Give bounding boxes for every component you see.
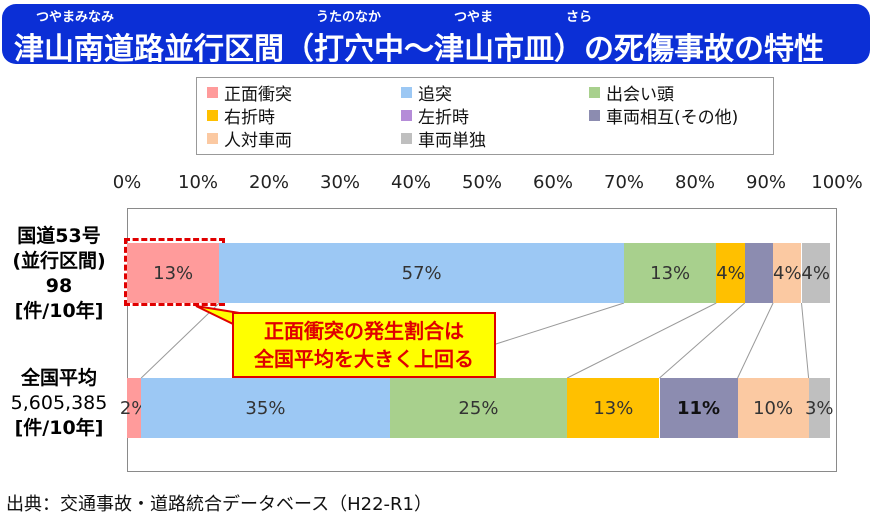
bar-segment: 13% (624, 243, 717, 303)
data-label: 4% (716, 262, 745, 284)
data-label: 4% (801, 262, 830, 284)
legend-item: 車両単独 (401, 127, 486, 151)
bar-segment: 4% (801, 243, 830, 303)
legend-label: 車両相互(その他) (606, 107, 739, 128)
data-label: 13% (650, 262, 691, 284)
legend-swatch (207, 132, 218, 144)
x-tick-label: 70% (603, 172, 645, 193)
category-label-line: 全国平均 (20, 367, 97, 389)
chart-title: 津山南道路並行区間（打穴中～津山市皿）の死傷事故の特性 (14, 32, 824, 67)
category-label-line: 5,605,385 (10, 392, 108, 414)
chart-legend: 正面衝突 追突 出会い頭右折時 左折時 車両相互(その他) 人対車両 車両単独 (196, 77, 774, 155)
title-ruby-3: つやま (454, 10, 494, 25)
legend-item: 車両相互(その他) (589, 104, 739, 128)
legend-swatch (207, 109, 218, 121)
annotation-callout: 正面衝突の発生割合は 全国平均を大きく上回る (232, 312, 496, 378)
series-connector (140, 302, 220, 379)
title-banner: つやまみなみ うたのなか つやま さら 津山南道路並行区間（打穴中～津山市皿）の… (2, 4, 870, 67)
title-ruby-4: さら (566, 10, 593, 25)
data-label: 35% (245, 397, 286, 419)
x-tick-label: 60% (532, 172, 574, 193)
data-label: 11% (677, 397, 721, 419)
bar-segment: 4% (773, 243, 802, 303)
legend-swatch (589, 109, 600, 121)
data-label: 4% (773, 262, 802, 284)
bar-segment: 25% (389, 378, 568, 438)
legend-label: 人対車両 (224, 130, 292, 151)
series-connector (659, 302, 746, 379)
bar-segment: 57% (219, 243, 624, 303)
legend-swatch (207, 86, 218, 98)
x-tick-label: 80% (674, 172, 716, 193)
bar-segment: 3% (805, 378, 834, 438)
category-label-line: (並行区間) (12, 250, 106, 272)
source-note: 出典：交通事故・道路統合データベース（H22-R1） (6, 494, 432, 515)
bar-segment: 2% (120, 378, 148, 438)
x-tick-label: 30% (319, 172, 361, 193)
annotation-line-1: 正面衝突の発生割合は (264, 319, 464, 343)
legend-item: 出会い頭 (589, 81, 674, 105)
title-ruby-1: つやまみなみ (36, 10, 115, 25)
legend-label: 左折時 (418, 107, 469, 128)
data-label: 10% (753, 397, 794, 419)
category-label-line: [件/10年] (14, 300, 104, 322)
category-label-line: 98 (45, 275, 73, 297)
bar-segment: 10% (737, 378, 809, 438)
legend-item: 人対車両 (207, 127, 292, 151)
bar-segment (744, 243, 774, 303)
category-label-line: 国道53号 (17, 225, 101, 247)
data-label: 25% (458, 397, 499, 419)
data-label: 13% (153, 262, 194, 284)
legend-item: 正面衝突 (207, 81, 292, 105)
x-tick-label: 50% (461, 172, 503, 193)
x-tick-label: 10% (177, 172, 219, 193)
legend-swatch (589, 86, 600, 98)
x-tick-label: 20% (248, 172, 290, 193)
legend-swatch (401, 132, 412, 144)
data-label: 3% (804, 397, 834, 419)
series-connector (801, 302, 810, 379)
legend-swatch (401, 86, 412, 98)
series-connector (737, 302, 774, 379)
legend-label: 追突 (418, 84, 452, 105)
x-tick-label: 90% (745, 172, 787, 193)
bar-segment: 13% (567, 378, 660, 438)
data-label: 57% (401, 262, 442, 284)
bar-segment: 11% (659, 378, 738, 438)
series-connector (566, 302, 717, 379)
legend-item: 右折時 (207, 104, 275, 128)
legend-label: 正面衝突 (224, 84, 292, 105)
annotation-line-2: 全国平均を大きく上回る (254, 347, 474, 371)
bar-segment: 35% (141, 378, 390, 438)
x-tick-label: 0% (112, 172, 142, 193)
legend-item: 追突 (401, 81, 452, 105)
x-tick-label: 40% (390, 172, 432, 193)
category-label-line: [件/10年] (14, 417, 104, 439)
bar-segment: 4% (716, 243, 745, 303)
x-tick-label: 100% (811, 172, 863, 193)
legend-label: 右折時 (224, 107, 275, 128)
legend-item: 左折時 (401, 104, 469, 128)
data-label: 13% (593, 397, 634, 419)
legend-label: 車両単独 (418, 130, 486, 151)
legend-swatch (401, 109, 412, 121)
bar-segment: 13% (127, 243, 220, 303)
legend-label: 出会い頭 (606, 84, 674, 105)
title-ruby-2: うたのなか (316, 10, 382, 25)
